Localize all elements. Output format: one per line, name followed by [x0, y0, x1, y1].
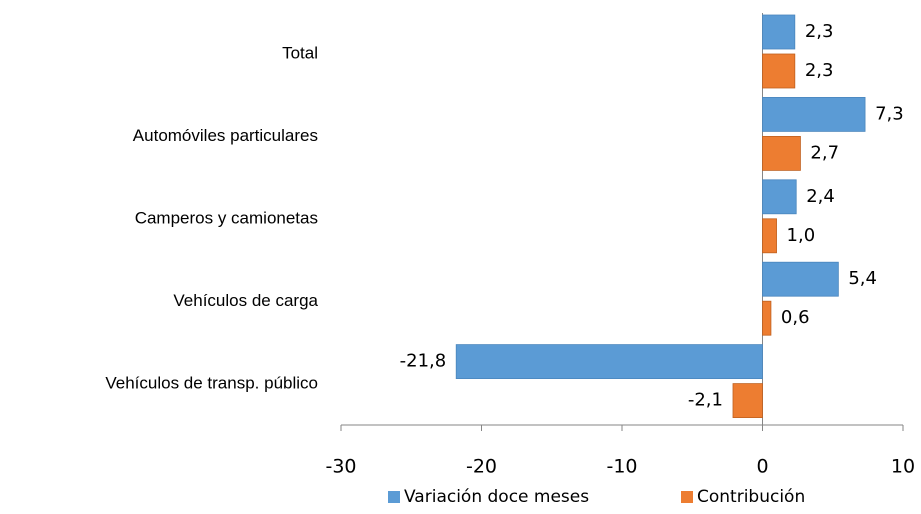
- bar: [455, 344, 763, 380]
- value-label: 2,3: [805, 60, 834, 81]
- category-label: Vehículos de transp. público: [105, 373, 318, 392]
- bar: [762, 97, 866, 132]
- x-tick-label: 0: [756, 456, 768, 478]
- value-label: 2,3: [805, 21, 834, 42]
- category-label: Camperos y camionetas: [135, 208, 318, 227]
- x-tick-label: -30: [325, 456, 356, 478]
- value-label: 5,4: [848, 268, 877, 289]
- x-tick-label: -10: [606, 456, 637, 478]
- legend-label: Variación doce meses: [404, 487, 589, 507]
- value-label: 2,7: [810, 142, 839, 163]
- legend-label: Contribución: [697, 487, 805, 507]
- legend-swatch: [681, 491, 693, 503]
- bar: [762, 179, 797, 215]
- value-label: -21,8: [400, 351, 447, 372]
- x-tick-label: 10: [891, 456, 915, 478]
- bar: [762, 14, 796, 50]
- x-tick-label: -20: [466, 456, 497, 478]
- value-label: 0,6: [781, 307, 810, 328]
- category-label: Vehículos de carga: [173, 291, 318, 310]
- value-label: 7,3: [875, 103, 904, 124]
- bar: [732, 383, 763, 419]
- category-label: Automóviles particulares: [133, 126, 318, 145]
- value-label: -2,1: [688, 390, 723, 411]
- bar: [762, 218, 777, 254]
- category-label: Total: [282, 44, 318, 63]
- legend-swatch: [388, 491, 400, 503]
- bar: [762, 261, 839, 297]
- bar: [762, 135, 801, 171]
- value-label: 2,4: [806, 186, 835, 207]
- bar: [762, 53, 796, 89]
- bar: [762, 300, 772, 336]
- value-label: 1,0: [787, 225, 816, 246]
